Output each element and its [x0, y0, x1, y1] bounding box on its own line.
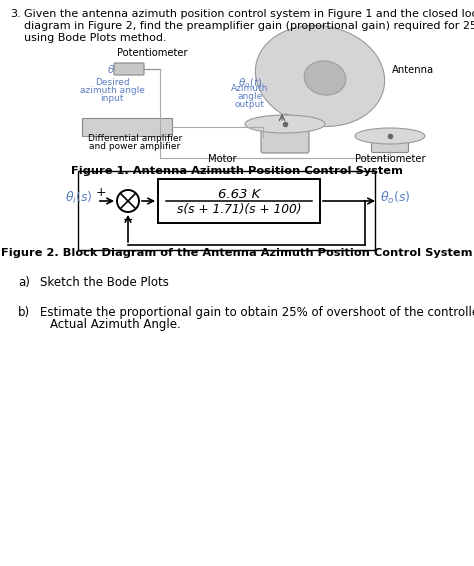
FancyBboxPatch shape: [372, 134, 409, 152]
Text: $\theta_i(s)$: $\theta_i(s)$: [65, 190, 93, 206]
Text: Desired: Desired: [95, 78, 129, 87]
Text: 3.: 3.: [10, 9, 21, 19]
Text: Estimate the proportional gain to obtain 25% of overshoot of the controlled vari: Estimate the proportional gain to obtain…: [40, 306, 474, 319]
Ellipse shape: [255, 25, 384, 127]
Text: Potentiometer: Potentiometer: [117, 48, 187, 58]
Text: a): a): [18, 276, 30, 289]
Text: Antenna: Antenna: [392, 65, 434, 75]
Text: +: +: [96, 186, 106, 199]
Text: s(s + 1.71)(s + 100): s(s + 1.71)(s + 100): [177, 204, 301, 217]
Text: $\theta_o(s)$: $\theta_o(s)$: [380, 190, 410, 206]
Text: using Bode Plots method.: using Bode Plots method.: [24, 33, 167, 43]
Bar: [158, 179, 320, 223]
Text: $\theta_o(t)$: $\theta_o(t)$: [238, 76, 262, 89]
Text: 6.63 K: 6.63 K: [218, 187, 260, 200]
Bar: [82, 118, 172, 136]
Text: Figure 1. Antenna Azimuth Position Control System: Figure 1. Antenna Azimuth Position Contr…: [71, 166, 403, 176]
Text: and power amplifier: and power amplifier: [90, 142, 181, 151]
FancyBboxPatch shape: [261, 121, 309, 153]
Ellipse shape: [245, 115, 325, 133]
Text: Azimuth: Azimuth: [231, 84, 269, 93]
Bar: [78, 171, 375, 250]
Text: output: output: [235, 100, 265, 109]
Text: Actual Azimuth Angle.: Actual Azimuth Angle.: [50, 318, 181, 331]
Text: angle: angle: [237, 92, 263, 101]
Text: Potentiometer: Potentiometer: [355, 154, 425, 164]
Text: Motor: Motor: [208, 154, 237, 164]
Text: Figure 2. Block Diagram of the Antenna Azimuth Position Control System: Figure 2. Block Diagram of the Antenna A…: [1, 248, 473, 258]
Ellipse shape: [304, 61, 346, 95]
Text: Sketch the Bode Plots: Sketch the Bode Plots: [40, 276, 169, 289]
Text: Differential amplifier: Differential amplifier: [88, 134, 182, 143]
FancyBboxPatch shape: [114, 63, 144, 75]
Text: $\theta_i(t)$: $\theta_i(t)$: [107, 63, 129, 76]
Text: input: input: [100, 94, 124, 103]
Text: Given the antenna azimuth position control system in Figure 1 and the closed loo: Given the antenna azimuth position contr…: [24, 9, 474, 19]
Text: azimuth angle: azimuth angle: [80, 86, 145, 95]
Text: −: −: [123, 214, 133, 227]
Ellipse shape: [355, 128, 425, 144]
Text: diagram in Figure 2, find the preamplifier gain (proportional gain) required for: diagram in Figure 2, find the preamplifi…: [24, 21, 474, 31]
Text: b): b): [18, 306, 30, 319]
